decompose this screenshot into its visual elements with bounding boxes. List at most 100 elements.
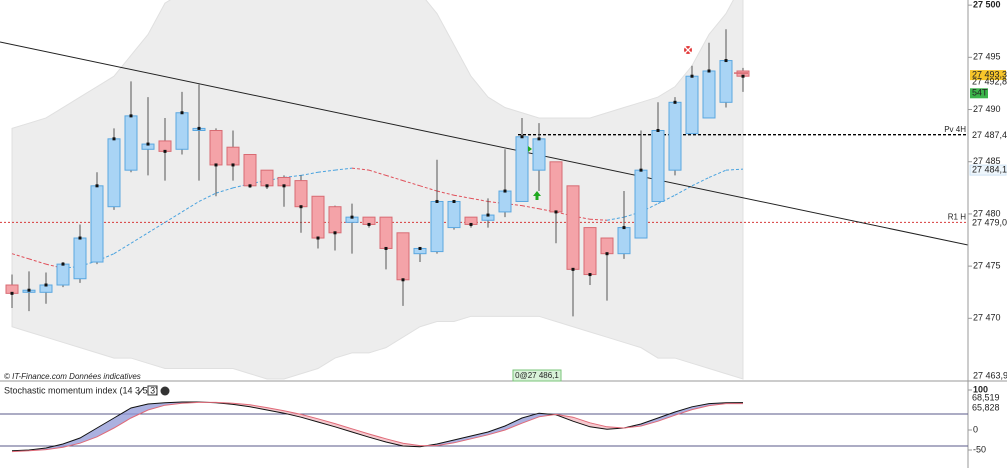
tick-count: 54T <box>972 88 988 98</box>
moving-average <box>368 169 387 176</box>
candle-body <box>702 70 716 119</box>
close-dot <box>486 213 490 217</box>
fill-area <box>522 413 539 424</box>
moving-average <box>147 221 166 234</box>
candle-body <box>549 161 563 213</box>
fill-area <box>97 418 114 437</box>
candle-body <box>532 138 546 171</box>
close-dot <box>27 288 31 292</box>
candle-body <box>719 60 733 103</box>
close-dot <box>146 142 150 146</box>
fill-area <box>454 436 471 443</box>
entry-marker <box>528 146 532 152</box>
moving-average <box>657 194 676 205</box>
annotation: 0@27 486,1 <box>515 371 559 380</box>
y-tick-label: 27 463,9 <box>973 370 1007 380</box>
close-dot <box>520 135 524 139</box>
candle-body <box>600 237 614 255</box>
close-dot <box>469 222 473 226</box>
candle-body <box>73 237 87 280</box>
edit-icon[interactable] <box>137 386 145 396</box>
candle-body <box>175 112 189 150</box>
fill-area <box>267 407 284 414</box>
candle-body <box>226 146 240 166</box>
price-axis: 27 487,4 27 479,0 27 470 27 475 27 480 27 485… <box>968 0 1007 454</box>
price-panel <box>0 0 968 380</box>
fill-area <box>284 410 301 418</box>
close-dot <box>265 184 269 188</box>
close-dot <box>333 231 337 235</box>
moving-average <box>470 197 489 202</box>
close-dot <box>690 74 694 78</box>
moving-average <box>385 174 404 182</box>
moving-average <box>164 211 183 223</box>
ma-label: 27 484,1 <box>972 164 1007 174</box>
buy-arrow <box>533 191 541 200</box>
y-tick-label: 0 <box>973 424 978 434</box>
candle-body <box>447 200 461 229</box>
last-price-label: 27 493,3 <box>972 69 1007 79</box>
moving-average <box>436 190 455 196</box>
sell-marker <box>684 46 692 54</box>
close-dot <box>452 199 456 203</box>
moving-average <box>640 203 659 213</box>
tick-count-box <box>970 88 988 99</box>
level-label: 27 487,4 <box>972 130 1007 140</box>
y-tick-label: 27 500 <box>973 0 1001 10</box>
close-dot <box>350 215 354 219</box>
indicator-panel <box>0 401 968 453</box>
moving-average <box>181 201 200 213</box>
y-tick-label: 27 480 <box>973 208 1001 218</box>
close-dot <box>231 163 235 167</box>
y-tick-label: -50 <box>973 444 986 454</box>
fill-area <box>335 423 352 432</box>
close-icon[interactable] <box>160 386 170 396</box>
moving-average <box>419 185 438 192</box>
close-dot <box>197 126 201 130</box>
close-dot <box>724 59 728 63</box>
moving-average <box>555 211 574 217</box>
moving-average <box>351 167 370 171</box>
moving-average <box>11 253 30 260</box>
close-dot <box>112 137 116 141</box>
close-dot <box>537 137 541 141</box>
level-label: 27 479,0 <box>972 218 1007 228</box>
candle-body <box>379 216 393 249</box>
close-dot <box>707 69 711 73</box>
last-price-box <box>970 70 1006 81</box>
candle-body <box>651 129 665 202</box>
annotation-box <box>512 369 562 382</box>
close-dot <box>673 100 677 104</box>
candle-body <box>396 232 410 281</box>
y-tick-label: 100 <box>973 384 988 394</box>
close-dot <box>401 278 405 282</box>
indicator-line <box>11 401 744 453</box>
indicator-last-label: 65,828 <box>972 402 1000 412</box>
y-tick-label: 27 475 <box>973 260 1001 270</box>
fill-area <box>318 418 335 427</box>
candle-body <box>243 154 257 187</box>
candle-body <box>498 190 512 213</box>
source: © IT-Finance.com Données indicatives <box>4 372 141 381</box>
close-dot <box>741 74 745 78</box>
fill-area <box>148 402 165 410</box>
moving-average <box>130 232 149 244</box>
candle-body <box>617 227 631 255</box>
moving-average <box>521 205 540 210</box>
fill-area <box>488 426 505 435</box>
close-dot <box>418 246 422 250</box>
window-icon[interactable] <box>147 385 158 396</box>
fill-area <box>352 428 369 438</box>
close-dot <box>384 246 388 250</box>
close-dot <box>554 210 558 214</box>
candle-body <box>260 169 274 187</box>
fill-area <box>114 408 131 428</box>
moving-average <box>487 200 506 205</box>
moving-average <box>606 216 625 221</box>
indicator-last-label: 68,519 <box>972 392 1000 402</box>
close-dot <box>163 149 167 153</box>
close-dot <box>214 163 218 167</box>
moving-average <box>453 194 472 199</box>
candle-body <box>566 185 580 270</box>
close-dot <box>299 205 303 209</box>
